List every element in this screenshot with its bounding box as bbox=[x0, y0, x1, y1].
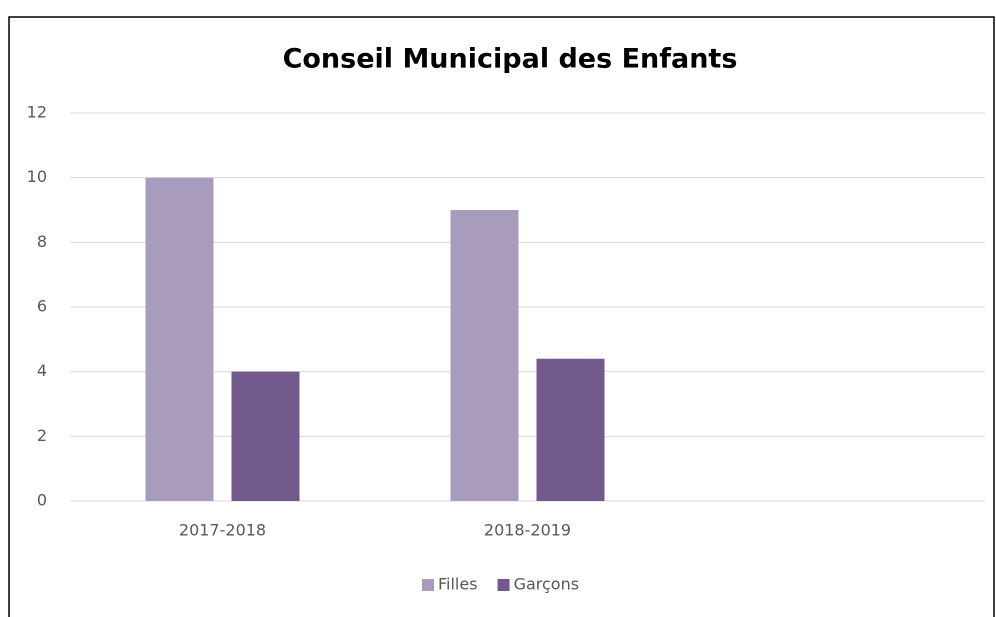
bar bbox=[536, 358, 605, 501]
legend-label: Garçons bbox=[514, 575, 580, 594]
y-tick-label: 4 bbox=[37, 361, 47, 380]
chart-title: Conseil Municipal des Enfants bbox=[283, 44, 738, 75]
bar bbox=[231, 371, 300, 501]
y-tick-label: 8 bbox=[37, 232, 47, 251]
chart-border bbox=[8, 16, 995, 617]
x-tick-label: 2018-2019 bbox=[484, 521, 571, 540]
y-tick-label: 2 bbox=[37, 426, 47, 445]
bar bbox=[145, 177, 214, 501]
legend-swatch bbox=[422, 579, 434, 591]
legend-swatch bbox=[497, 579, 510, 591]
x-tick-label: 2017-2018 bbox=[179, 521, 266, 540]
y-tick-label: 0 bbox=[37, 491, 47, 510]
y-tick-label: 6 bbox=[37, 297, 47, 316]
legend-label: Filles bbox=[438, 575, 478, 594]
y-tick-label: 12 bbox=[27, 103, 47, 122]
y-tick-label: 10 bbox=[27, 167, 47, 186]
bar bbox=[450, 210, 519, 501]
